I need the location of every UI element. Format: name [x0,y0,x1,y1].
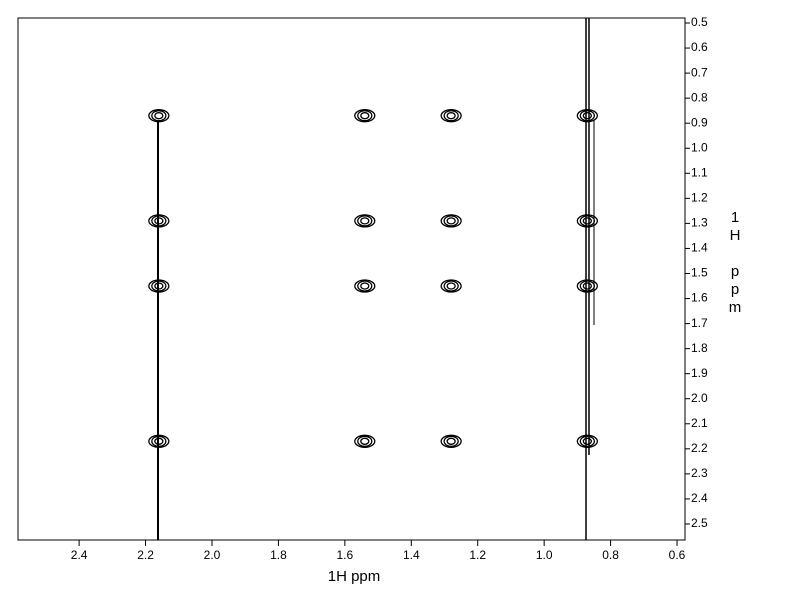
x-tick-label: 1.2 [469,548,486,562]
y-tick-label: 0.9 [691,115,708,129]
cross-peak-contour [582,217,592,225]
cross-peak-contour [354,434,376,448]
y-tick-label: 0.6 [691,40,708,54]
cross-peak-contour [576,214,598,228]
plot-frame [17,17,686,541]
y-tick-label: 1.9 [691,366,708,380]
cross-peak-contour [582,437,592,445]
cross-peak-contour [357,215,373,227]
cross-peak-contour [354,279,376,293]
y-tick-label: 0.8 [691,90,708,104]
y-tick-label: 2.4 [691,491,708,505]
cross-peak-contour [579,215,595,227]
y-tick-label: 2.2 [691,441,708,455]
cross-peak-contour [440,109,462,123]
y-tick-label: 1.5 [691,266,708,280]
cross-peak-contour [148,109,170,123]
cross-peak-contour [576,279,598,293]
cross-peak-contour [151,280,167,292]
cross-peak-contour [576,434,598,448]
y-tick-label: 1.4 [691,241,708,255]
x-tick-label: 1.8 [270,548,287,562]
cross-peak-contour [357,280,373,292]
y-tick-label: 1.2 [691,191,708,205]
cross-peak-contour [154,217,164,225]
x-tick-label: 1.4 [403,548,420,562]
cross-peak-contour [579,110,595,122]
cross-peak-contour [154,112,164,120]
x-tick-label: 2.4 [71,548,88,562]
cross-peak-contour [151,215,167,227]
y-tick-label: 1.0 [691,140,708,154]
y-tick-label: 1.6 [691,291,708,305]
y-tick-label: 2.3 [691,466,708,480]
y-tick-label: 1.8 [691,341,708,355]
cross-peak-contour [360,112,370,120]
y-tick-label: 2.5 [691,516,708,530]
cross-peak-contour [354,109,376,123]
x-tick-label: 1.0 [536,548,553,562]
cross-peak-contour [154,282,164,290]
cross-peak-contour [443,280,459,292]
cross-peak-contour [440,279,462,293]
cross-peak-contour [360,437,370,445]
cross-peak-contour [148,214,170,228]
x-tick-label: 0.6 [669,548,686,562]
cross-peak-contour [440,214,462,228]
cross-peak-contour [357,110,373,122]
y-tick-label: 1.3 [691,216,708,230]
cross-peak-contour [357,435,373,447]
x-tick-label: 1.6 [337,548,354,562]
cross-peak-contour [443,110,459,122]
cross-peak-contour [443,435,459,447]
cross-peak-contour [582,112,592,120]
y-tick-label: 0.7 [691,65,708,79]
cross-peak-contour [576,109,598,123]
cross-peak-contour [446,217,456,225]
cross-peak-contour [579,435,595,447]
cross-peak-contour [446,112,456,120]
y-tick-label: 2.1 [691,416,708,430]
cross-peak-contour [151,435,167,447]
x-tick-label: 2.2 [137,548,154,562]
x-tick-label: 0.8 [602,548,619,562]
cross-peak-contour [446,437,456,445]
cross-peak-contour [151,110,167,122]
cross-peak-contour [148,434,170,448]
x-axis-label: 1H ppm [328,568,381,585]
cross-peak-contour [582,282,592,290]
y-tick-label: 2.0 [691,391,708,405]
cross-peak-contour [443,215,459,227]
cross-peak-contour [360,217,370,225]
cross-peak-contour [579,280,595,292]
cross-peak-contour [440,434,462,448]
x-tick-label: 2.0 [204,548,221,562]
cross-peak-contour [354,214,376,228]
y-tick-label: 0.5 [691,15,708,29]
cross-peak-contour [154,437,164,445]
cross-peak-contour [148,279,170,293]
cross-peak-contour [446,282,456,290]
y-tick-label: 1.7 [691,316,708,330]
cross-peak-contour [360,282,370,290]
y-tick-label: 1.1 [691,165,708,179]
